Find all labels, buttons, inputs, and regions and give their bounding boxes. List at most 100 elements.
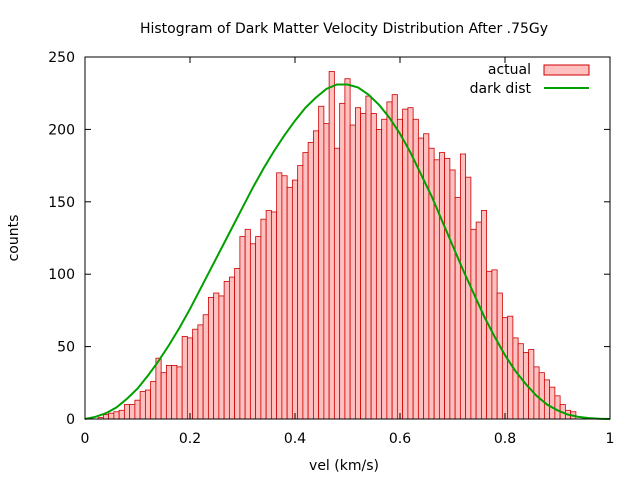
x-axis-ticks: 0 0.2 0.4 0.6 0.8 1 — [81, 57, 615, 447]
chart-title: Histogram of Dark Matter Velocity Distri… — [140, 21, 548, 37]
histogram-bar — [181, 336, 188, 420]
histogram-bar — [192, 328, 199, 420]
histogram-bar — [291, 179, 299, 420]
histogram-bar — [354, 107, 362, 420]
histogram-bar — [260, 218, 267, 420]
histogram-bar — [302, 152, 309, 420]
dark-dist-curve — [84, 83, 611, 420]
histogram-bar — [244, 228, 251, 420]
y-tick-label: 0 — [66, 412, 75, 428]
histogram-bar — [197, 324, 204, 420]
histogram-bar — [150, 380, 157, 420]
histogram-bar — [449, 169, 456, 420]
x-tick-label: 0.6 — [389, 431, 411, 447]
histogram-bar — [538, 372, 545, 420]
histogram-bar — [396, 118, 404, 420]
histogram-bar — [433, 159, 440, 420]
histogram-bar — [249, 243, 257, 420]
histogram-bar — [297, 165, 304, 420]
histogram-bar — [370, 113, 377, 420]
histogram-bar — [444, 157, 451, 420]
y-axis-label: counts — [6, 215, 22, 262]
histogram-bar — [186, 337, 194, 420]
histogram-bar — [160, 372, 167, 420]
histogram-bar — [307, 142, 314, 420]
histogram-bar — [512, 337, 519, 420]
histogram-bar — [549, 386, 556, 420]
y-tick-label: 250 — [48, 50, 75, 66]
histogram-bar — [528, 349, 535, 420]
histogram-bar — [554, 395, 561, 420]
histogram-bar — [360, 113, 367, 420]
histogram-bars — [97, 71, 577, 420]
histogram-bar — [207, 296, 215, 420]
histogram-bar — [123, 404, 131, 420]
histogram-bar — [102, 414, 110, 420]
legend-label-dark-dist: dark dist — [470, 81, 532, 97]
y-tick-label: 50 — [57, 340, 75, 356]
histogram-bar — [218, 295, 225, 420]
histogram-bar — [134, 399, 141, 420]
histogram-bar — [323, 123, 330, 420]
x-tick-label: 0.2 — [179, 431, 201, 447]
histogram-bar — [202, 314, 209, 420]
y-axis-ticks: 0 50 100 150 200 250 — [48, 50, 610, 428]
histogram-bar — [465, 176, 472, 420]
histogram-bar — [223, 281, 230, 420]
histogram-bar — [118, 409, 125, 420]
histogram-bar — [176, 366, 183, 420]
histogram-bar — [239, 236, 246, 420]
x-tick-label: 1 — [606, 431, 615, 447]
histogram-bar — [171, 365, 178, 420]
histogram-bar — [328, 71, 335, 420]
histogram-bar — [486, 270, 493, 420]
histogram-bar — [491, 269, 498, 420]
histogram-bar — [108, 412, 115, 420]
histogram-bar — [213, 292, 220, 420]
histogram-bar — [470, 228, 477, 420]
x-axis-label: vel (km/s) — [309, 458, 379, 474]
histogram-bar — [318, 105, 325, 420]
histogram-bar — [276, 172, 283, 420]
legend-label-actual: actual — [488, 62, 531, 78]
histogram-bar — [344, 78, 351, 420]
histogram-bar — [270, 211, 278, 420]
histogram-bar — [265, 210, 272, 420]
histogram-bar — [281, 175, 288, 420]
histogram-bar — [155, 357, 162, 420]
histogram-bar — [423, 133, 430, 420]
histogram-bar — [228, 276, 236, 420]
y-tick-label: 100 — [48, 267, 75, 283]
plot-frame — [84, 56, 611, 420]
y-tick-label: 150 — [48, 195, 75, 211]
histogram-bar — [234, 268, 241, 420]
y-tick-label: 200 — [48, 122, 75, 138]
dark-dist-line — [84, 83, 611, 420]
histogram-bar — [496, 292, 503, 420]
histogram-bar — [129, 404, 136, 420]
histogram-bar — [375, 128, 383, 420]
x-tick-label: 0 — [81, 431, 90, 447]
x-tick-label: 0.4 — [284, 431, 306, 447]
histogram-bar — [501, 317, 509, 420]
histogram-bar — [349, 124, 356, 420]
histogram-bar — [454, 197, 461, 420]
histogram-bar — [543, 379, 551, 420]
histogram-bar — [286, 186, 293, 420]
histogram-bar — [333, 147, 341, 420]
x-tick-label: 0.8 — [494, 431, 516, 447]
legend: actual dark dist — [470, 62, 590, 97]
histogram-bar — [381, 118, 388, 420]
legend-swatch-actual — [543, 64, 590, 76]
histogram-bar — [255, 236, 262, 420]
histogram-bar — [139, 391, 146, 420]
histogram-bar — [386, 101, 393, 420]
histogram-bar — [459, 153, 467, 420]
histogram-bar — [428, 147, 435, 420]
histogram-bar — [113, 411, 120, 420]
histogram-bar — [402, 108, 409, 420]
histogram-bar — [339, 102, 346, 420]
histogram-bar — [365, 95, 372, 420]
histogram-bar — [144, 389, 152, 420]
